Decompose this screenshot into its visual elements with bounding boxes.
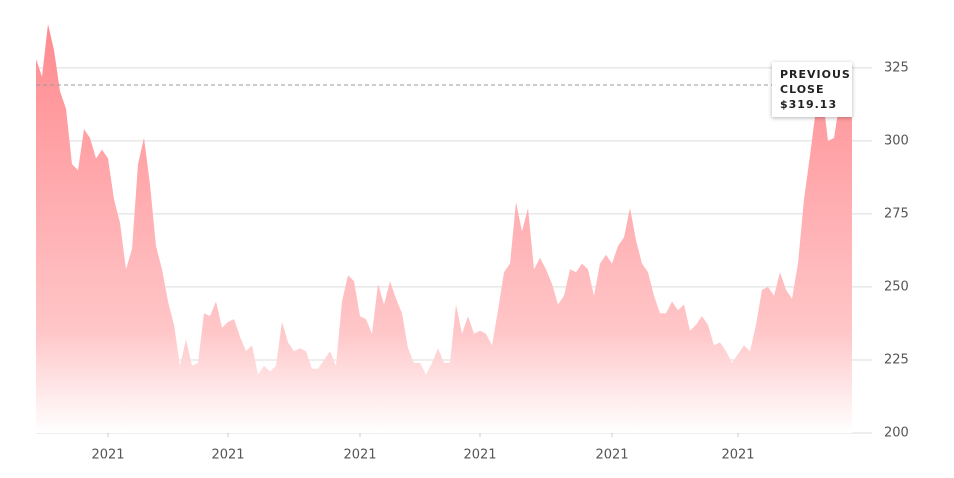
x-tick-label: 2021 [343, 448, 376, 463]
x-tick-label: 2021 [211, 448, 244, 463]
x-tick-label: 2021 [595, 448, 628, 463]
y-tick-label: 275 [884, 206, 909, 221]
x-tick-label: 2021 [463, 448, 496, 463]
y-tick-label: 200 [884, 426, 909, 441]
y-tick-label: 250 [884, 279, 909, 294]
tooltip-value: $319.13 [780, 98, 838, 111]
x-tick-label: 2021 [721, 448, 754, 463]
y-tick-label: 325 [884, 60, 909, 75]
y-tick-label: 225 [884, 352, 909, 367]
y-tick-label: 300 [884, 133, 909, 148]
previous-close-tooltip: PREVIOUS CLOSE $319.13 [772, 62, 852, 117]
tooltip-title: PREVIOUS CLOSE [780, 68, 851, 96]
x-tick-label: 2021 [91, 448, 124, 463]
price-area [36, 24, 852, 433]
